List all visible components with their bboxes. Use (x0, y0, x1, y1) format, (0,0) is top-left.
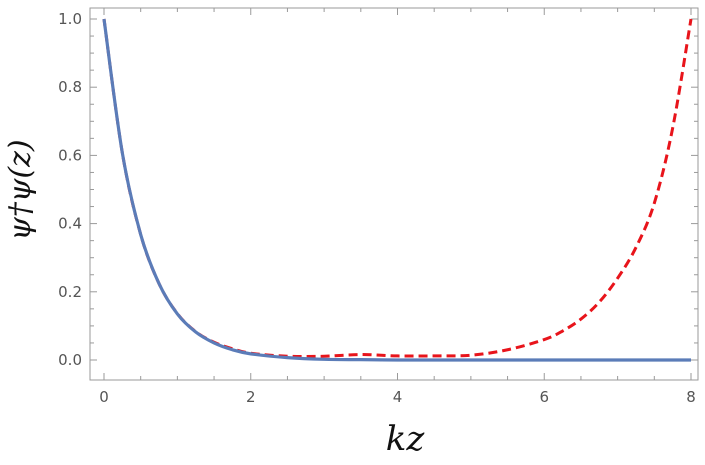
x-tick-label: 6 (539, 388, 549, 406)
y-tick-label: 0.6 (58, 146, 82, 164)
y-tick-label: 0.8 (58, 78, 82, 96)
x-tick-label: 4 (393, 388, 403, 406)
y-tick-label: 0.2 (58, 283, 82, 301)
plot-border (89, 7, 699, 381)
solid-series-line (102, 18, 691, 362)
x-axis-label: kz (386, 419, 426, 459)
axis-ticks (90, 8, 698, 380)
y-tick-label: 1.0 (58, 10, 82, 28)
x-tick-label: 2 (246, 388, 256, 406)
tick-labels: 0 2 4 6 8 0.0 0.2 0.4 0.6 0.8 1.0 (58, 10, 696, 406)
series-layer (102, 18, 693, 362)
y-tick-label: 0.0 (58, 351, 82, 369)
x-tick-label: 8 (686, 388, 696, 406)
x-tick-label: 0 (99, 388, 109, 406)
y-tick-label: 0.4 (58, 215, 82, 233)
y-axis-label: ψ†ψ(z) (3, 139, 38, 240)
plot-frame (89, 7, 699, 381)
dashed-series-line (102, 18, 693, 359)
